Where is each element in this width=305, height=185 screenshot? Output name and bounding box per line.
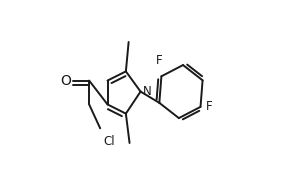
Text: F: F — [206, 100, 213, 113]
Text: F: F — [156, 54, 163, 67]
Text: N: N — [142, 85, 151, 97]
Text: Cl: Cl — [104, 135, 116, 148]
Text: O: O — [60, 75, 71, 88]
